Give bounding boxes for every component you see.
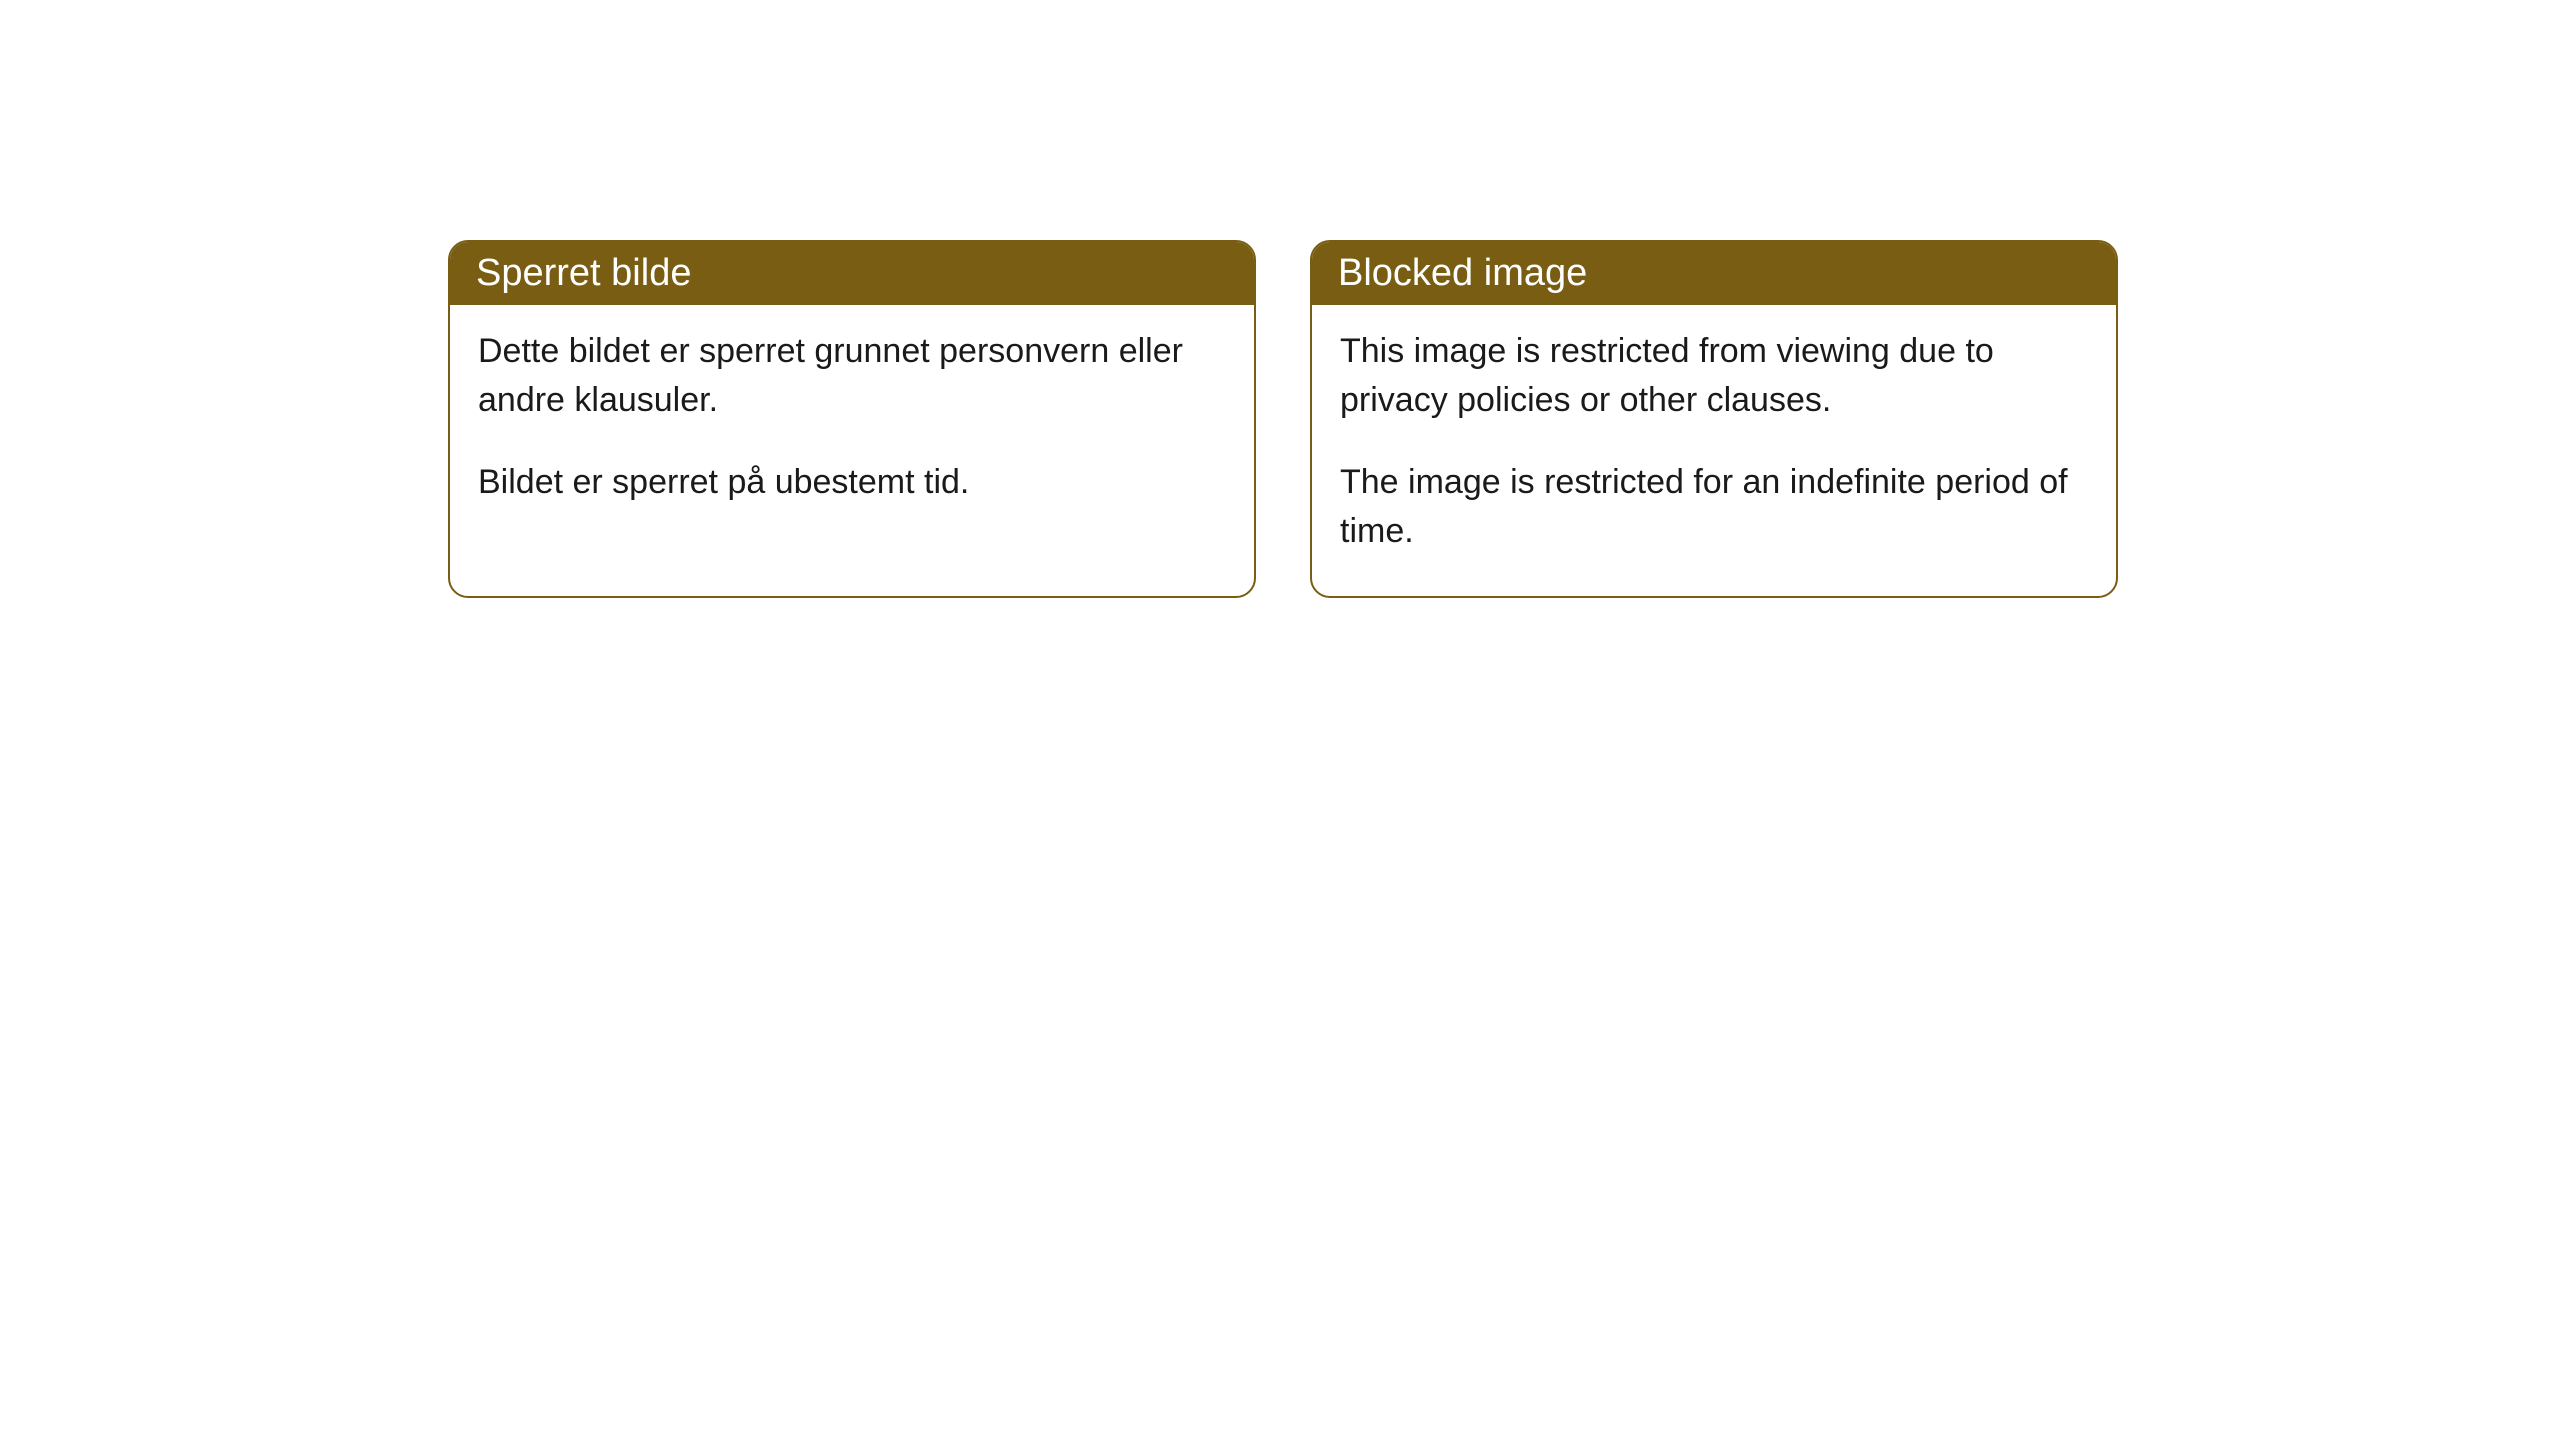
card-paragraph-1: This image is restricted from viewing du… bbox=[1340, 327, 2088, 426]
blocked-image-card-english: Blocked image This image is restricted f… bbox=[1310, 240, 2118, 598]
card-body: This image is restricted from viewing du… bbox=[1312, 305, 2116, 596]
card-paragraph-2: The image is restricted for an indefinit… bbox=[1340, 458, 2088, 557]
cards-container: Sperret bilde Dette bildet er sperret gr… bbox=[0, 0, 2560, 598]
card-header: Blocked image bbox=[1312, 242, 2116, 305]
card-paragraph-2: Bildet er sperret på ubestemt tid. bbox=[478, 458, 1226, 507]
card-title: Sperret bilde bbox=[476, 252, 691, 294]
blocked-image-card-norwegian: Sperret bilde Dette bildet er sperret gr… bbox=[448, 240, 1256, 598]
card-header: Sperret bilde bbox=[450, 242, 1254, 305]
card-title: Blocked image bbox=[1338, 252, 1587, 294]
card-body: Dette bildet er sperret grunnet personve… bbox=[450, 305, 1254, 547]
card-paragraph-1: Dette bildet er sperret grunnet personve… bbox=[478, 327, 1226, 426]
